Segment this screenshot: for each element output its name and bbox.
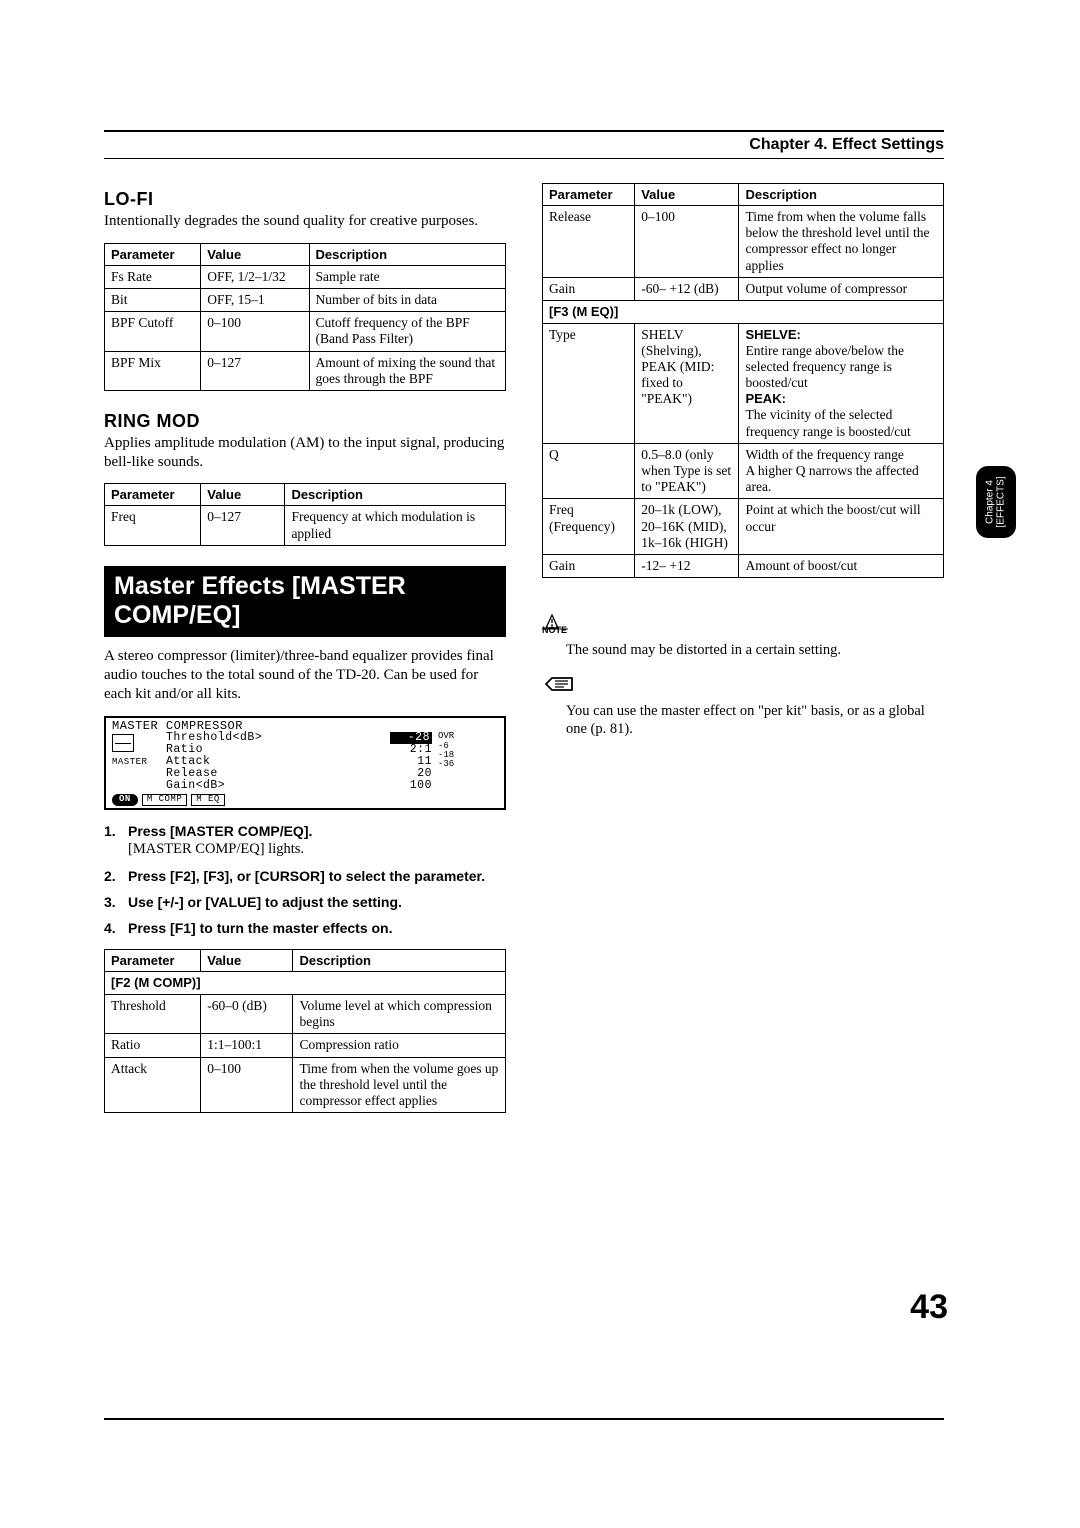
lofi-table: Parameter Value Description Fs RateOFF, …	[104, 243, 506, 391]
page-number: 43	[910, 1288, 948, 1327]
mcomp-table: Parameter Value Description [F2 (M COMP)…	[104, 949, 506, 1113]
right-column: Parameter Value Description Release0–100…	[542, 183, 944, 1113]
table-row: Ratio1:1–100:1Compression ratio	[105, 1034, 506, 1057]
lcd-params: Threshold<dB>-28 Ratio2:1 Attack11 Relea…	[166, 732, 432, 792]
table-row: Attack0–100Time from when the volume goe…	[105, 1057, 506, 1113]
table-row: Gain-60– +12 (dB)Output volume of compre…	[543, 277, 944, 300]
chapter-side-tab: Chapter 4 [EFFECTS]	[976, 466, 1016, 538]
tip-text: You can use the master effect on "per ki…	[542, 702, 944, 738]
page-content: Chapter 4. Effect Settings LO-FI Intenti…	[104, 130, 944, 1113]
lcd-tab-mcomp: M COMP	[142, 794, 187, 805]
lcd-meter: OVR -6 -18 -36	[432, 732, 498, 792]
table-row: Freq0–127Frequency at which modulation i…	[105, 506, 506, 545]
table-row: Gain-12– +12Amount of boost/cut	[543, 554, 944, 577]
lcd-tab-meq: M EQ	[191, 794, 225, 805]
master-effects-banner: Master Effects [MASTER COMP/EQ]	[104, 566, 506, 638]
table-row: BPF Mix0–127Amount of mixing the sound t…	[105, 351, 506, 390]
left-column: LO-FI Intentionally degrades the sound q…	[104, 183, 506, 1113]
table-header-row: Parameter Value Description	[105, 950, 506, 972]
table-group-row: [F3 (M EQ)]	[543, 300, 944, 323]
table-header-row: Parameter Value Description	[105, 484, 506, 506]
compressor-icon	[112, 734, 134, 752]
lcd-on-badge: ON	[112, 794, 138, 805]
lofi-desc: Intentionally degrades the sound quality…	[104, 212, 506, 231]
two-column-layout: LO-FI Intentionally degrades the sound q…	[104, 183, 944, 1113]
tip-icon	[542, 673, 582, 695]
table-row: Freq (Frequency)20–1k (LOW), 20–16K (MID…	[543, 499, 944, 555]
table-row: Threshold-60–0 (dB)Volume level at which…	[105, 995, 506, 1034]
step-item: Press [MASTER COMP/EQ].[MASTER COMP/EQ] …	[104, 822, 506, 859]
table-row: BitOFF, 15–1Number of bits in data	[105, 288, 506, 311]
ringmod-table: Parameter Value Description Freq0–127Fre…	[104, 483, 506, 545]
bottom-rule	[104, 1418, 944, 1420]
right-param-table: Parameter Value Description Release0–100…	[542, 183, 944, 578]
table-row: Q0.5–8.0 (only when Type is set to "PEAK…	[543, 443, 944, 499]
chapter-header: Chapter 4. Effect Settings	[104, 136, 944, 158]
table-header-row: Parameter Value Description	[105, 243, 506, 265]
table-group-row: [F2 (M COMP)]	[105, 972, 506, 995]
col-value: Value	[201, 243, 309, 265]
type-desc: SHELVE: Entire range above/below the sel…	[739, 323, 944, 443]
table-row: Release0–100Time from when the volume fa…	[543, 206, 944, 278]
note-text: The sound may be distorted in a certain …	[542, 641, 944, 659]
lcd-screenshot: MASTER COMPRESSOR MASTER Threshold<dB>-2…	[104, 716, 506, 810]
ringmod-desc: Applies amplitude modulation (AM) to the…	[104, 434, 506, 472]
table-header-row: Parameter Value Description	[543, 184, 944, 206]
table-row: BPF Cutoff0–100Cutoff frequency of the B…	[105, 312, 506, 351]
step-item: Press [F2], [F3], or [CURSOR] to select …	[104, 867, 506, 885]
lofi-heading: LO-FI	[104, 189, 506, 210]
lcd-tabs: ON M COMP M EQ	[112, 794, 498, 807]
top-rule	[104, 130, 944, 132]
chapter-sub-rule	[104, 158, 944, 159]
table-row: Fs RateOFF, 1/2–1/32Sample rate	[105, 265, 506, 288]
col-parameter: Parameter	[105, 243, 201, 265]
step-item: Press [F1] to turn the master effects on…	[104, 919, 506, 937]
procedure-steps: Press [MASTER COMP/EQ].[MASTER COMP/EQ] …	[104, 822, 506, 938]
col-description: Description	[309, 243, 506, 265]
note-icon: NOTE	[542, 612, 586, 634]
table-row: Type SHELV (Shelving), PEAK (MID: fixed …	[543, 323, 944, 443]
master-intro: A stereo compressor (limiter)/three-band…	[104, 647, 506, 703]
lcd-left: MASTER	[112, 732, 166, 792]
ringmod-heading: RING MOD	[104, 411, 506, 432]
step-item: Use [+/-] or [VALUE] to adjust the setti…	[104, 893, 506, 911]
lcd-master-label: MASTER	[112, 757, 147, 767]
